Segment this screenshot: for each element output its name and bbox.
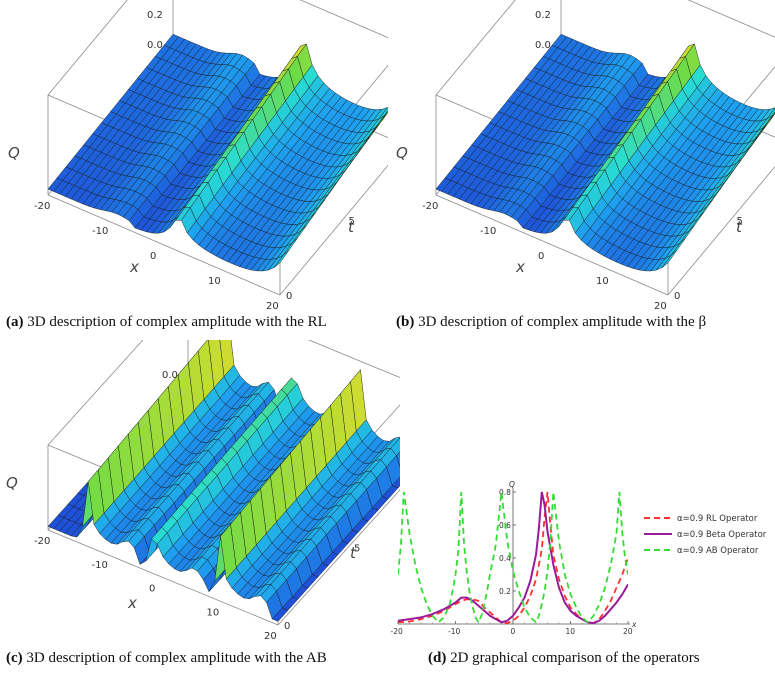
caption-b-text: 3D description of complex amplitude with… [418,314,707,330]
z-tick-label: 0.0 [535,40,551,51]
box-edge [47,529,279,626]
x-tick-label: 10 [208,276,221,287]
caption-a-text: 3D description of complex amplitude with… [27,314,327,330]
z-tick-label: 0.2 [147,10,163,21]
z-axis-label: Q [396,144,408,162]
surface-cell [662,250,678,268]
t-tick-label: 0 [674,291,680,302]
x-axis-label: x [515,258,525,276]
x-axis-label: x [631,620,637,629]
surface-plot-b: 0.60.40.20.0-20-10010200510Qxt [396,0,775,312]
panel-b: 0.60.40.20.0-20-10010200510Qxt [388,0,775,312]
x-tick-label: -20 [391,627,403,636]
surface-plot-a: 0.60.40.20.0-20-10010200510Qxt [8,0,424,312]
box-edge [687,0,775,38]
surface-mesh [47,33,406,272]
x-tick-label: 0 [149,584,155,595]
z-tick-label: 0.5 [162,340,178,341]
x-tick-label: 0 [150,251,156,262]
series-line-beta [398,491,628,624]
x-tick-label: 10 [596,276,609,287]
legend-label: α=0.9 AB Operator [677,546,759,556]
x-axis-label: x [129,258,139,276]
x-tick-label: 0 [538,251,544,262]
caption-a-tag: (a) [6,314,24,330]
surface-plot-c: 1.00.50.0-20-10010200510Qxt [6,289,437,642]
caption-d-tag: (d) [428,650,447,666]
y-tick-label: 0.2 [499,587,511,596]
box-edge [47,194,281,296]
t-axis-label: t [350,544,357,562]
x-tick-label: 20 [264,631,277,640]
z-tick-label: 0.0 [147,40,163,51]
z-tick-label: 0.0 [162,370,178,381]
box-edge [47,0,128,96]
surface-cell [271,607,289,622]
series-line-ab [398,491,628,624]
series-group [398,491,628,624]
t-tick-label: 5 [349,216,355,227]
x-tick-label: -10 [92,226,108,237]
t-tick-label: 0 [284,621,290,632]
surface-mesh [435,33,775,272]
caption-c-tag: (c) [6,650,23,666]
caption-c-text: 3D description of complex amplitude with… [26,650,327,666]
x-tick-label: 20 [266,301,279,310]
t-axis-label: t [736,218,743,236]
panel-c: 1.00.50.0-20-10010200510Qxt [0,289,437,642]
y-tick-label: 0.8 [499,488,511,497]
x-tick-label: 0 [511,627,516,636]
box-edge [299,0,406,46]
t-tick-label: 5 [354,544,360,555]
x-tick-label: -10 [480,226,496,237]
box-edge [435,194,669,296]
surface-mesh [47,314,419,622]
box-edge [277,469,419,626]
box-edge [667,165,775,296]
caption-b: (b) 3D description of complex amplitude … [396,314,706,331]
y-axis-label: Q [509,480,515,489]
box-edge [435,0,516,96]
z-axis-label: Q [8,144,20,162]
x-tick-label: 10 [566,627,576,636]
t-tick-label: 0 [286,291,292,302]
x-tick-label: -10 [92,560,108,571]
z-axis-label: Q [6,474,18,492]
caption-d: (d) 2D graphical comparison of the opera… [428,650,700,667]
x-axis-label: x [127,594,137,612]
y-tick-label: 0.4 [499,554,511,563]
t-axis-label: t [348,218,355,236]
x-tick-label: -10 [448,627,460,636]
caption-a: (a) 3D description of complex amplitude … [6,314,327,331]
x-tick-label: -20 [422,201,438,212]
t-tick-label: 5 [737,216,743,227]
surface-cell [274,250,290,268]
panel-a: 0.60.40.20.0-20-10010200510Qxt [0,0,424,312]
box-edge [279,144,406,296]
x-tick-label: 10 [207,607,220,618]
legend-label: α=0.9 RL Operator [677,514,758,524]
caption-c: (c) 3D description of complex amplitude … [6,650,327,667]
x-tick-label: -20 [34,201,50,212]
caption-b-tag: (b) [396,314,415,330]
x-tick-label: 20 [654,301,667,310]
z-tick-label: 0.2 [535,10,551,21]
caption-d-text: 2D graphical comparison of the operators [450,650,700,666]
x-tick-label: 20 [623,627,633,636]
legend-label: α=0.9 Beta Operator [677,530,767,540]
x-tick-label: -20 [34,536,50,547]
